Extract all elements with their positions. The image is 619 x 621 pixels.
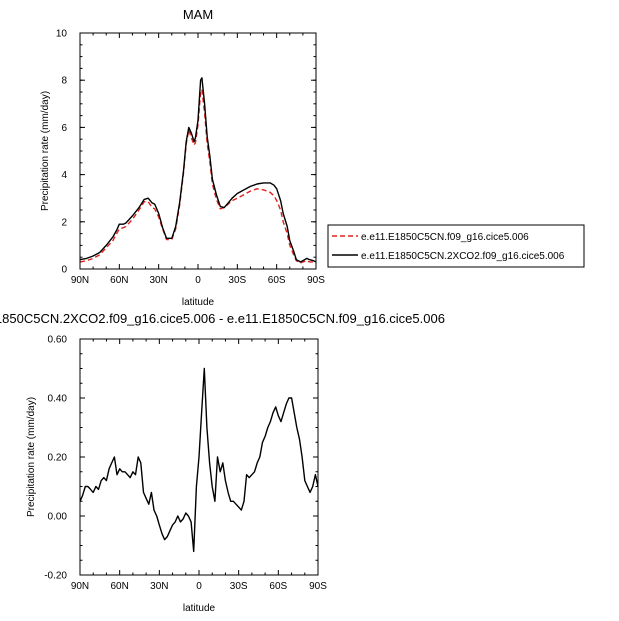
bottom-panel-title: e.e11.E1850C5CN.2XCO2.f09_g16.cice5.006 … [0,311,445,326]
y-tick-label: 10 [56,29,68,40]
y-tick-label: 0.00 [48,512,68,523]
legend: e.e11.E1850C5CN.f09_g16.cice5.006 e.e11.… [327,224,585,268]
x-tick-label: 60S [269,581,287,592]
x-tick-label: 60N [110,581,128,592]
top-x-axis-label: latitude [182,297,215,308]
top-panel: MAM 90N 60N 30N 0 30S 60S 90S 0 2 4 6 8 10 latitude… [40,7,325,308]
x-tick-label: 0 [195,275,201,286]
x-tick-label: 30N [150,581,168,592]
y-tick-label: 8 [61,76,67,87]
x-tick-label: 60N [110,275,128,286]
x-tick-label: 30N [149,275,167,286]
bottom-x-axis-label: latitude [183,603,216,614]
x-tick-label: 90S [307,275,325,286]
y-tick-label: 0.40 [48,394,68,405]
y-tick-label: 0.60 [48,335,68,346]
y-tick-label: 0 [61,265,67,276]
y-tick-label: 6 [61,123,67,134]
y-tick-label: -0.20 [44,571,67,582]
x-tick-label: 60S [268,275,286,286]
series-line-1 [79,77,317,263]
top-y-axis-label: Precipitation rate (mm/day) [40,91,51,211]
x-tick-label: 90N [71,275,89,286]
x-tick-label: 90S [309,581,327,592]
x-tick-label: 0 [196,581,202,592]
top-panel-title: MAM [183,7,213,22]
bottom-y-axis-label: Precipitation rate (mm/day) [26,397,37,517]
y-tick-label: 4 [61,170,67,181]
series-line-0 [79,88,317,264]
legend-box [327,224,585,268]
x-tick-label: 30S [228,275,246,286]
legend-label-2xco2: e.e11.E1850C5CN.2XCO2.f09_g16.cice5.006 [361,251,565,262]
series-line-0 [79,367,319,553]
x-tick-label: 90N [71,581,89,592]
y-tick-label: 2 [61,217,67,228]
bottom-panel: e.e11.E1850C5CN.2XCO2.f09_g16.cice5.006 … [0,311,445,614]
x-tick-label: 30S [230,581,248,592]
legend-label-control: e.e11.E1850C5CN.f09_g16.cice5.006 [361,232,529,243]
y-tick-label: 0.20 [48,453,68,464]
